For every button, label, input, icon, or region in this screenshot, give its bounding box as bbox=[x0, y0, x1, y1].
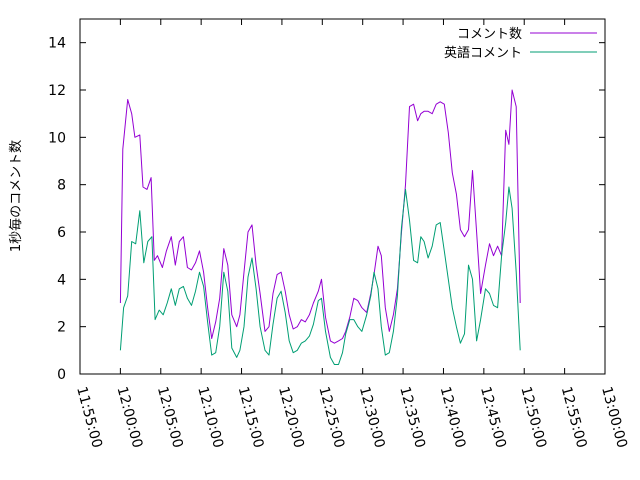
x-tick-label: 12:40:00 bbox=[437, 385, 469, 450]
y-tick-label: 4 bbox=[57, 272, 66, 288]
y-axis: 0 2 4 6 8 10 12 14 bbox=[48, 36, 605, 383]
y-tick-label: 8 bbox=[57, 178, 66, 194]
x-tick-label: 12:30:00 bbox=[356, 385, 388, 450]
y-tick-label: 0 bbox=[57, 367, 66, 383]
x-tick-label: 12:10:00 bbox=[194, 385, 226, 450]
x-tick-label: 11:55:00 bbox=[73, 385, 105, 450]
series-lines bbox=[119, 89, 521, 365]
x-tick-label: 12:45:00 bbox=[477, 385, 509, 450]
y-axis-title: 1秒毎のコメント数 bbox=[8, 140, 24, 252]
x-tick-label: 12:05:00 bbox=[154, 385, 186, 450]
x-tick-label: 12:25:00 bbox=[315, 385, 347, 450]
x-tick-label: 12:55:00 bbox=[558, 385, 590, 450]
legend-label: コメント数 bbox=[457, 27, 522, 42]
y-tick-label: 2 bbox=[57, 320, 66, 336]
y-tick-label: 14 bbox=[48, 36, 66, 52]
series-line-1 bbox=[119, 186, 521, 365]
x-tick-label: 13:00:00 bbox=[598, 385, 630, 450]
x-tick-label: 12:20:00 bbox=[275, 385, 307, 450]
plot-frame bbox=[79, 18, 606, 375]
series-line-0 bbox=[119, 89, 521, 344]
x-tick-label: 12:00:00 bbox=[114, 385, 146, 450]
x-tick-label: 12:15:00 bbox=[235, 385, 267, 450]
x-axis: 11:55:00 12:00:00 12:05:00 12:10:00 12:15:00… bbox=[73, 19, 630, 450]
y-tick-label: 12 bbox=[48, 83, 66, 99]
y-tick-label: 10 bbox=[48, 130, 66, 146]
legend-label: 英語コメント bbox=[444, 45, 522, 61]
y-tick-label: 6 bbox=[57, 225, 66, 241]
x-tick-label: 12:50:00 bbox=[517, 385, 549, 450]
x-tick-label: 12:35:00 bbox=[396, 385, 428, 450]
